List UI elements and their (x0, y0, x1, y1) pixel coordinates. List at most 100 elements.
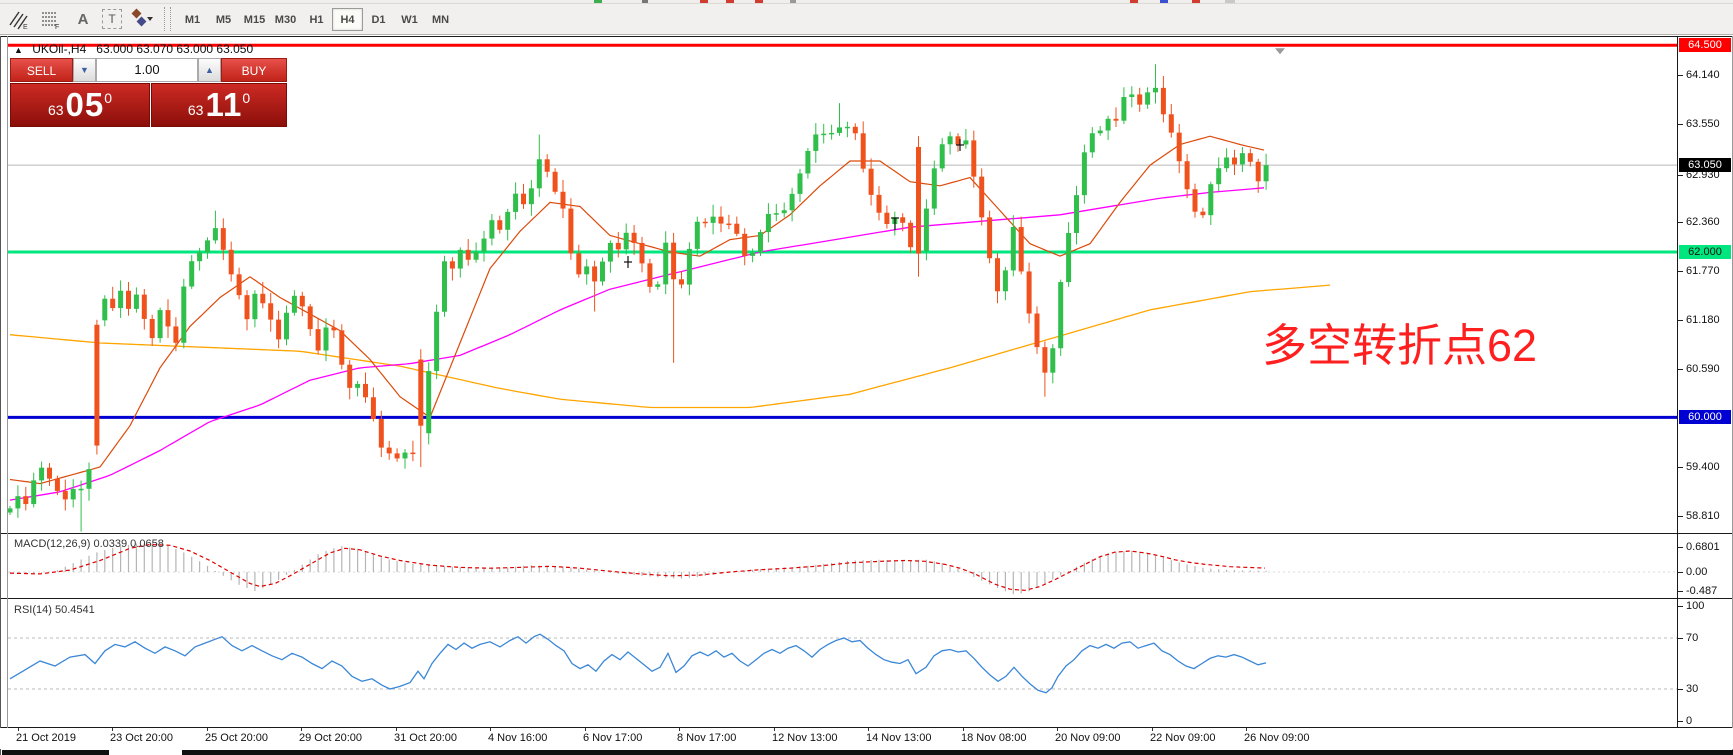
equidistant-channel-icon[interactable]: E (6, 7, 32, 31)
macd-tick-dash (1678, 547, 1683, 548)
x-tick (207, 728, 208, 731)
one-click-trading-panel: SELL ▼ 1.00 ▲ BUY 63 05 0 63 11 0 (10, 58, 287, 127)
macd-label: MACD(12,26,9) 0.0339 0.0658 (14, 538, 164, 550)
main-chart-bottom-border (0, 533, 1733, 534)
sell-button[interactable]: SELL (10, 58, 73, 82)
macd-signal-line (9, 543, 1266, 591)
toolbar-sliver-mark (790, 0, 796, 3)
y-tick-dash (1678, 175, 1683, 177)
chart-tab-strip-right (182, 750, 1733, 755)
x-axis-label: 25 Oct 20:00 (205, 732, 268, 744)
macd-histogram (9, 543, 1267, 595)
macd-axis-label: 0.00 (1686, 566, 1708, 578)
timeframe-button-m30[interactable]: M30 (274, 13, 297, 26)
rsi-tick-dash (1678, 689, 1683, 690)
x-axis-label: 14 Nov 13:00 (866, 732, 932, 744)
time-axis[interactable]: 21 Oct 2019 23 Oct 20:00 25 Oct 20:00 29 Oc… (0, 728, 1733, 749)
toolbar-sliver-mark (594, 0, 602, 3)
timeframe-button-m15[interactable]: M15 (243, 13, 266, 26)
buy-button[interactable]: BUY (221, 58, 287, 82)
x-tick (679, 728, 680, 731)
macd-canvas[interactable] (8, 535, 1677, 598)
x-tick (18, 728, 19, 731)
symbol-name: UKOil-,H4 (32, 42, 87, 56)
toolbar-sliver-mark (726, 0, 734, 3)
arrows-icon[interactable] (128, 7, 154, 31)
x-axis-label: 29 Oct 20:00 (299, 732, 362, 744)
bid-sup-digit: 0 (104, 90, 113, 106)
macd-tick-dash (1678, 572, 1683, 573)
x-axis-label: 18 Nov 08:00 (961, 732, 1027, 744)
timeframe-button-mn[interactable]: MN (431, 13, 450, 26)
x-tick (112, 728, 113, 731)
rsi-axis-label: 70 (1686, 632, 1699, 644)
macd-bottom-border (0, 598, 1733, 599)
text-icon[interactable]: A (77, 10, 89, 28)
chart-top-border (0, 36, 1733, 37)
trendline-anchor-icon[interactable] (1275, 48, 1285, 55)
x-tick (1246, 728, 1247, 731)
timeframe-button-m5[interactable]: M5 (215, 13, 232, 26)
ma-fast-line (9, 135, 1265, 485)
timeframe-button-h4[interactable]: H4 (332, 7, 363, 31)
price-badge-64.500: 64.500 (1679, 38, 1731, 53)
rsi-tick-dash (1678, 721, 1683, 722)
timeframe-button-m1[interactable]: M1 (184, 13, 201, 26)
price-axis[interactable]: 64.140 63.550 62.930 62.360 61.770 61.180 60.5… (1678, 36, 1733, 533)
chart-tab-strip[interactable] (2, 750, 109, 755)
toolbar-sliver-mark (700, 0, 708, 3)
y-tick-dash (1678, 75, 1683, 76)
x-axis-label: 4 Nov 16:00 (488, 732, 548, 744)
rsi-line (9, 633, 1267, 694)
y-tick-dash (1678, 222, 1683, 224)
rsi-tick-dash (1678, 606, 1683, 607)
y-axis-label: 62.360 (1686, 216, 1720, 229)
x-tick (868, 728, 869, 731)
toolbar-sliver-mark (1225, 0, 1235, 3)
volume-input[interactable]: 1.00 (96, 58, 198, 82)
x-axis-label: 8 Nov 17:00 (677, 732, 737, 744)
volume-increase-button[interactable]: ▲ (198, 58, 221, 82)
y-tick-dash (1678, 319, 1683, 321)
drawing-toolbar: E F A T M1 M5 M15 M30 H1 H4 D1 W1 MN (0, 4, 1733, 35)
y-axis-label: 61.770 (1686, 265, 1720, 278)
fibonacci-icon[interactable]: F (38, 7, 64, 31)
bid-quote-button[interactable]: 63 05 0 (10, 83, 150, 127)
rsi-label: RSI(14) 50.4541 (14, 604, 95, 616)
rsi-axis-label: 0 (1686, 715, 1693, 727)
timeframe-button-w1[interactable]: W1 (401, 13, 418, 26)
macd-tick-dash (1678, 591, 1683, 592)
timeframe-button-d1[interactable]: D1 (371, 13, 386, 26)
ask-quote-button[interactable]: 63 11 0 (151, 83, 287, 127)
chart-text-annotation: 多空转折点62 (1262, 320, 1538, 371)
price-badge-62.000: 62.000 (1679, 244, 1731, 259)
chart-left-border (7, 36, 8, 748)
collapse-triangle-icon[interactable]: ▲ (14, 45, 23, 55)
rsi-canvas[interactable] (8, 600, 1677, 727)
ask-small-digits: 63 (187, 102, 204, 118)
svg-text:F: F (55, 24, 59, 30)
bid-small-digits: 63 (47, 102, 64, 118)
y-axis-label: 60.590 (1686, 362, 1720, 375)
rsi-axis-label: 100 (1686, 600, 1705, 612)
macd-axis: 0.6801 0.00 -0.487 (1678, 534, 1733, 598)
y-tick-dash (1678, 368, 1683, 370)
x-tick (490, 728, 491, 731)
x-tick (396, 728, 397, 731)
toolbar-sliver-mark (1160, 0, 1168, 3)
x-tick (1152, 728, 1153, 731)
toolbar-sliver-mark (1130, 0, 1138, 3)
text-label-icon[interactable]: T (102, 9, 122, 29)
timeframe-button-h1[interactable]: H1 (309, 13, 324, 26)
x-tick (301, 728, 302, 731)
y-axis-label: 64.140 (1686, 69, 1720, 81)
toolbar-sliver-mark (642, 0, 648, 3)
volume-decrease-button[interactable]: ▼ (73, 58, 96, 82)
macd-axis-label: 0.6801 (1686, 541, 1720, 553)
y-tick-dash (1678, 123, 1683, 125)
y-tick-dash (1678, 467, 1683, 469)
x-axis-label: 21 Oct 2019 (16, 732, 76, 744)
y-axis-label: 58.810 (1686, 509, 1720, 522)
x-tick (1057, 728, 1058, 731)
